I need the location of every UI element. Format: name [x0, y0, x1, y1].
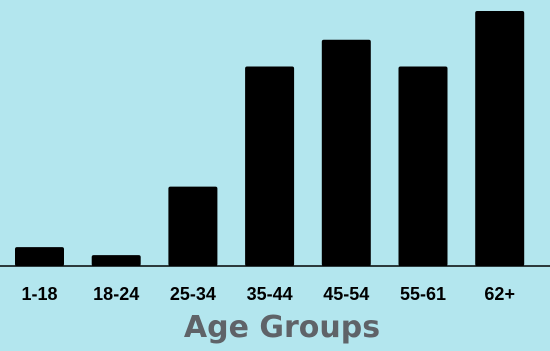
- bar-group: [15, 11, 525, 266]
- bar-45-54: [321, 39, 371, 266]
- x-tick-label-18-24: 18-24: [93, 284, 139, 304]
- x-tick-label-55-61: 55-61: [400, 284, 446, 304]
- bar-55-61: [398, 66, 448, 266]
- bar-62+: [475, 11, 525, 266]
- bar-18-24: [91, 255, 141, 266]
- bar-1-18: [15, 247, 64, 266]
- x-tick-labels: 1-18 18-24 25-34 35-44 45-54 55-61 62+: [21, 284, 514, 304]
- bar-25-34: [168, 186, 218, 266]
- x-tick-label-62+: 62+: [484, 284, 515, 304]
- x-tick-label-35-44: 35-44: [247, 284, 293, 304]
- x-axis-title: Age Groups: [184, 310, 380, 345]
- x-tick-label-45-54: 45-54: [323, 284, 369, 304]
- x-tick-label-25-34: 25-34: [170, 284, 216, 304]
- x-tick-label-1-18: 1-18: [21, 284, 57, 304]
- bar-35-44: [245, 66, 295, 266]
